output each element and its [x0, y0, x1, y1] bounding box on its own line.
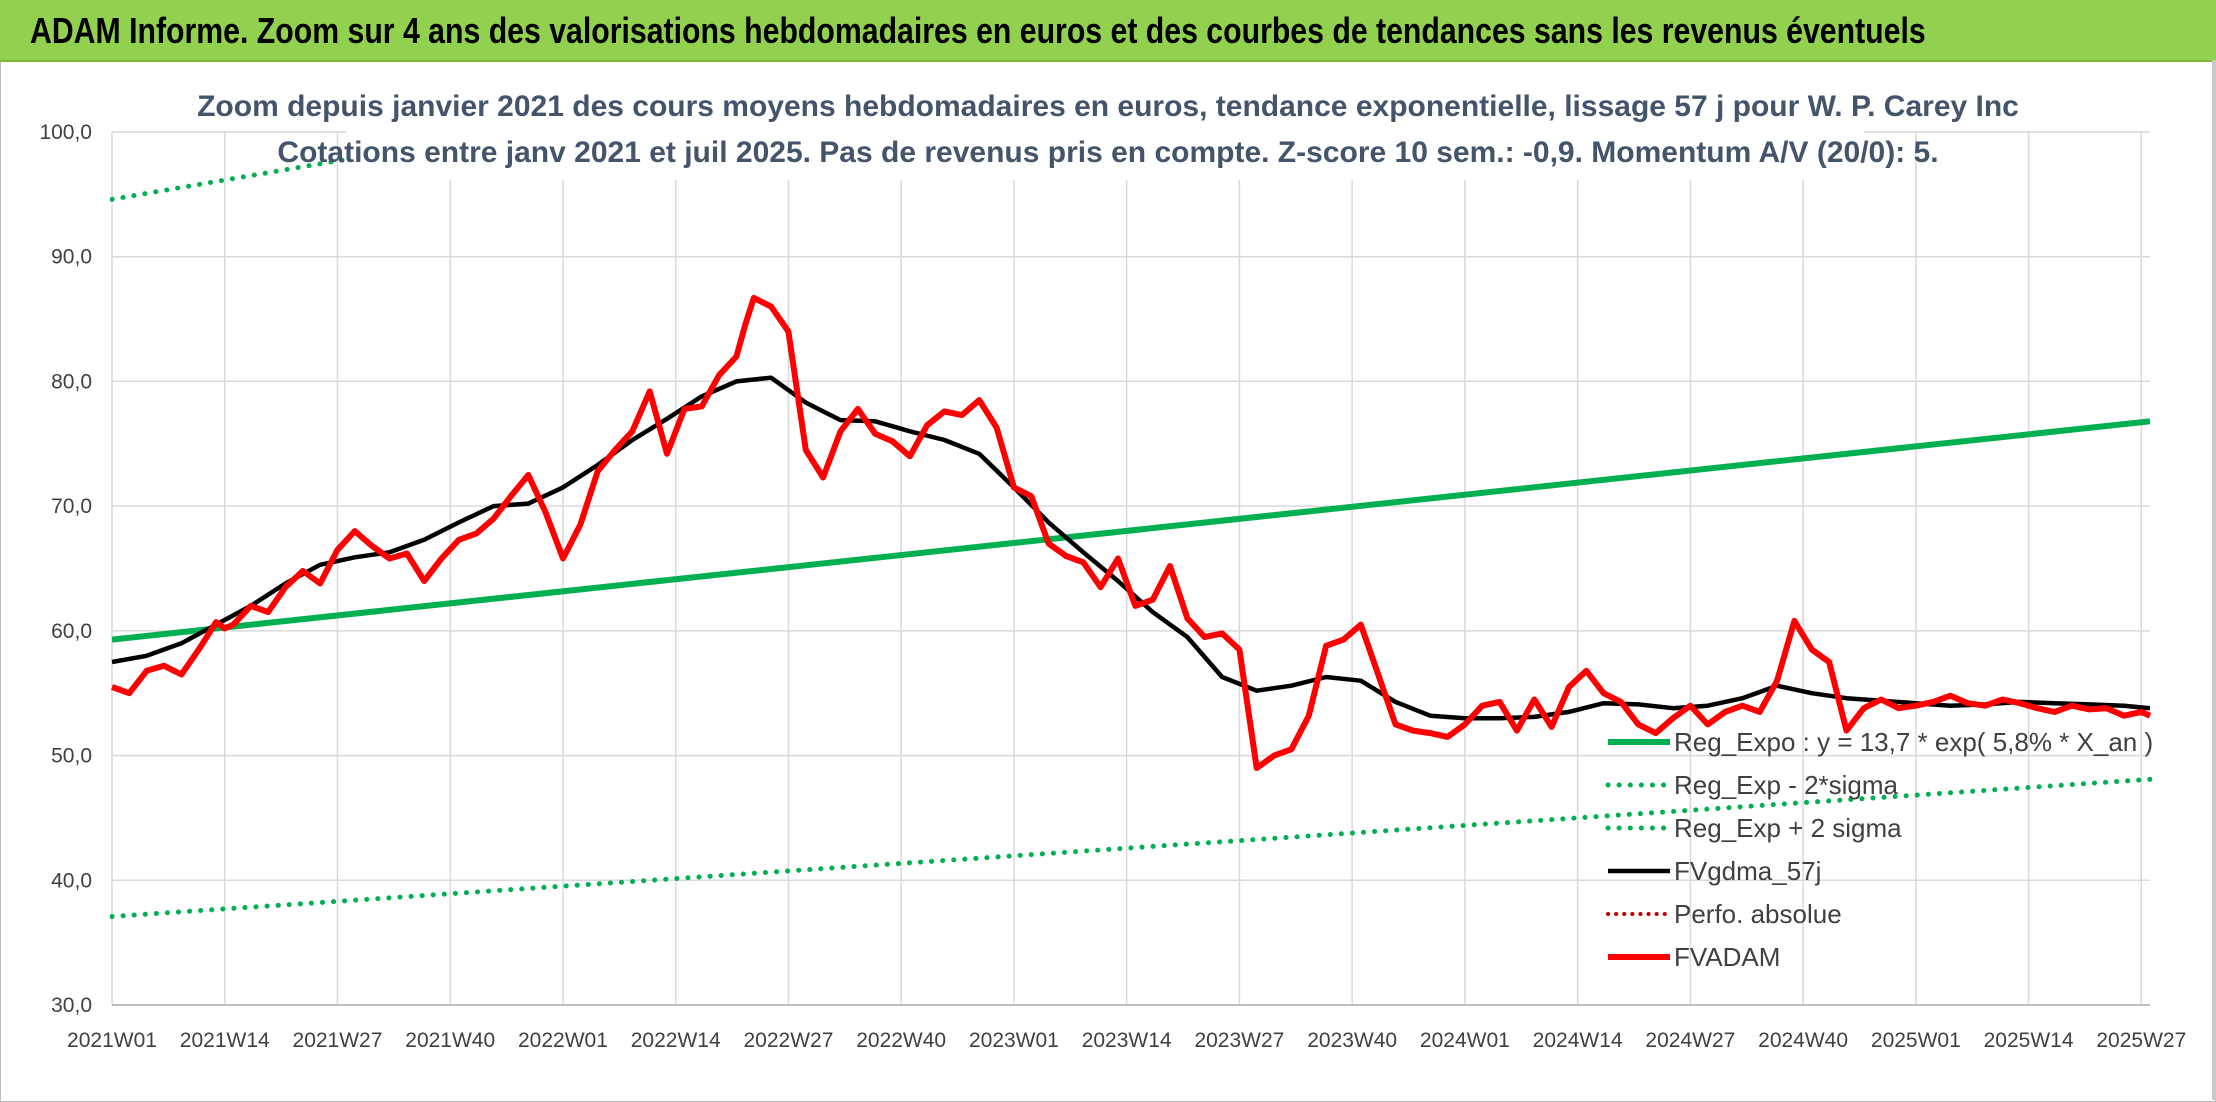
- x-tick-label: 2023W14: [1082, 1029, 1172, 1052]
- panel-edge: [2212, 60, 2216, 1100]
- report-title: ADAM Informe. Zoom sur 4 ans des valoris…: [30, 10, 1926, 51]
- x-tick-label: 2023W27: [1194, 1029, 1284, 1052]
- y-tick-label: 80,0: [51, 370, 92, 393]
- x-tick-label: 2022W40: [856, 1029, 946, 1052]
- x-tick-label: 2021W40: [405, 1029, 495, 1052]
- x-tick-label: 2024W14: [1533, 1029, 1623, 1052]
- x-tick-label: 2024W40: [1758, 1029, 1848, 1052]
- x-tick-label: 2023W01: [969, 1029, 1059, 1052]
- x-tick-label: 2022W27: [743, 1029, 833, 1052]
- x-tick-label: 2024W01: [1420, 1029, 1510, 1052]
- legend: Reg_Expo : y = 13,7 * exp( 5,8% * X_an )…: [1605, 727, 2153, 972]
- y-tick-label: 60,0: [51, 620, 92, 643]
- series-layer: [110, 130, 2152, 919]
- series-line-dotted-green: [110, 776, 2152, 919]
- legend-label: FVADAM: [1674, 942, 1780, 972]
- legend-label: FVgdma_57j: [1674, 856, 1821, 886]
- x-tick-label: 2021W14: [180, 1029, 270, 1052]
- x-tick-label: 2025W01: [1871, 1029, 1961, 1052]
- x-tick-label: 2025W14: [1984, 1029, 2074, 1052]
- y-tick-label: 30,0: [51, 994, 92, 1017]
- series-line-thick-red: [110, 294, 2152, 771]
- chart-title-background: [346, 84, 1864, 180]
- x-tick-label: 2021W27: [293, 1029, 383, 1052]
- legend-label: Reg_Exp - 2*sigma: [1674, 770, 1899, 800]
- grid-lines: [111, 131, 2150, 1006]
- y-tick-label: 40,0: [51, 869, 92, 892]
- legend-label: Perfo. absolue: [1674, 899, 1842, 929]
- series-line-solid-green: [111, 418, 2151, 643]
- x-tick-label: 2022W14: [631, 1029, 721, 1052]
- y-tick-label: 50,0: [51, 745, 92, 768]
- y-tick-label: 100,0: [39, 121, 92, 144]
- chart-title-box: Zoom depuis janvier 2021 des cours moyen…: [197, 84, 2019, 180]
- chart-title-line-2: Cotations entre janv 2021 et juil 2025. …: [277, 136, 1938, 169]
- report-banner: ADAM Informe. Zoom sur 4 ans des valoris…: [0, 0, 2216, 62]
- x-tick-label: 2025W27: [2096, 1029, 2186, 1052]
- x-tick-label: 2022W01: [518, 1029, 608, 1052]
- axis-labels: 30,0 40,0 50,0 60,0 70,0 80,0 90,0 100,0 2021W01…: [39, 121, 2186, 1052]
- y-tick-label: 90,0: [51, 246, 92, 269]
- x-tick-label: 2023W40: [1307, 1029, 1397, 1052]
- legend-label: Reg_Exp + 2 sigma: [1674, 813, 1902, 843]
- x-tick-label: 2024W27: [1645, 1029, 1735, 1052]
- series-line-solid-black: [111, 375, 2151, 721]
- legend-label: Reg_Expo : y = 13,7 * exp( 5,8% * X_an ): [1674, 727, 2153, 757]
- x-tick-label: 2021W01: [67, 1029, 157, 1052]
- y-tick-label: 70,0: [51, 495, 92, 518]
- chart-title-line-1: Zoom depuis janvier 2021 des cours moyen…: [197, 90, 2019, 123]
